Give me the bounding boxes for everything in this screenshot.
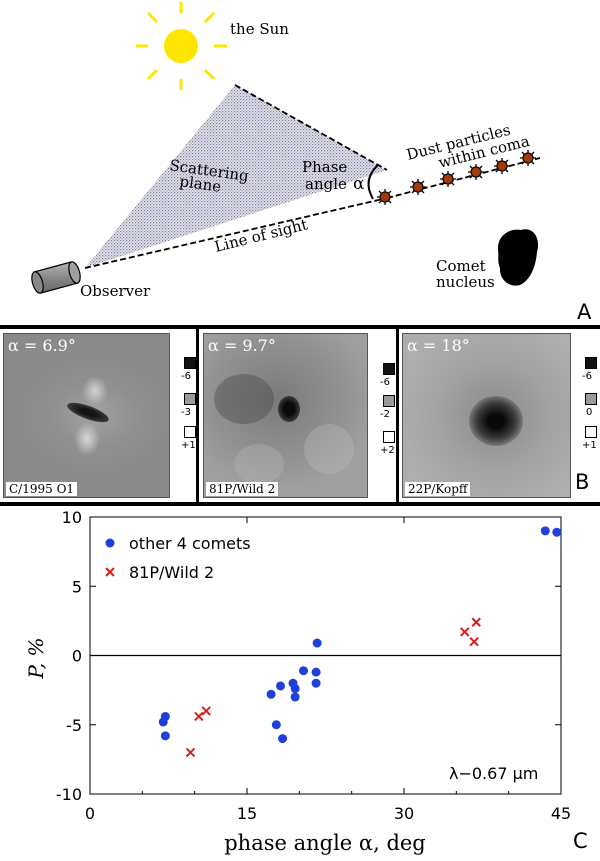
phase-angle-arc <box>367 164 379 200</box>
divider-b-2 <box>396 329 399 502</box>
scattering-label-2: plane <box>178 172 222 196</box>
scale-swatch-mid <box>184 393 196 405</box>
data-point-other-comets <box>311 667 321 677</box>
scale-swatch-light <box>383 431 395 443</box>
comet-name-label: C/1995 O1 <box>6 482 78 496</box>
panel-a-letter: A <box>577 300 592 324</box>
legend-marker-blue <box>105 538 115 548</box>
x-axis-label: phase angle α, deg <box>224 831 426 855</box>
scale-label: -6 <box>380 377 390 388</box>
scale-label: +1 <box>582 440 597 451</box>
observer-label: Observer <box>80 282 151 300</box>
y-tick-label: -5 <box>66 716 82 735</box>
observer-icon <box>31 261 81 294</box>
alpha-label: α = 9.7° <box>208 336 276 355</box>
data-point-other-comets <box>290 692 300 702</box>
scale-label: -6 <box>181 371 191 382</box>
texture-3 <box>234 444 284 484</box>
comet-image-22p: α = 18° 22P/Kopff <box>402 333 571 498</box>
panel-a-diagram: the Sun Scattering plane Phase angle α L… <box>31 2 592 324</box>
comet-name-label: 22P/Kopff <box>405 482 471 496</box>
comet-nucleus-shape <box>497 229 539 286</box>
wavelength-label: λ−0.67 μm <box>449 764 538 783</box>
dust-particles <box>377 150 536 205</box>
x-tick-label: 30 <box>394 804 414 823</box>
polarization-chart: 0 15 30 45 10 5 0 -5 -10 other 4 comets 81P/Wild… <box>24 508 588 855</box>
data-point-other-comets <box>160 711 170 721</box>
bright-lobe-bottom <box>74 422 100 456</box>
divider-b-1 <box>196 329 199 502</box>
nucleus-dot <box>278 396 300 422</box>
phase-label-2: angle <box>305 175 347 193</box>
data-point-other-comets <box>266 689 276 699</box>
scale-swatch-dark <box>585 357 597 369</box>
phase-label-1: Phase <box>302 158 347 176</box>
data-point-81p-wild2 <box>194 711 204 722</box>
data-point-other-comets <box>160 731 170 741</box>
scale-swatch-light <box>184 426 196 438</box>
data-point-81p-wild2 <box>185 747 196 758</box>
legend-marker-red <box>105 567 115 577</box>
y-tick-label: 10 <box>62 508 82 527</box>
texture-2 <box>304 424 354 474</box>
panel-c-letter: C <box>573 829 588 853</box>
bright-lobe-top <box>82 376 108 406</box>
alpha-label: α = 18° <box>407 336 470 355</box>
data-point-81p-wild2 <box>201 706 211 716</box>
comet-name-label: 81P/Wild 2 <box>206 482 279 496</box>
x-tick-label: 45 <box>551 804 571 823</box>
x-tick-label: 0 <box>85 804 95 823</box>
scale-swatch-light <box>585 426 597 438</box>
alpha-symbol: α <box>353 174 365 194</box>
coma-blob <box>469 396 523 446</box>
data-point-other-comets <box>299 666 309 676</box>
y-axis-label: P, % <box>24 637 48 679</box>
scale-label: +2 <box>380 445 395 456</box>
y-tick-label: 0 <box>72 647 82 666</box>
data-point-other-comets <box>271 720 281 730</box>
sun-label: the Sun <box>230 20 289 38</box>
scale-label: +1 <box>181 440 196 451</box>
scale-label: -6 <box>582 371 592 382</box>
data-point-other-comets <box>290 684 300 694</box>
data-point-81p-wild2 <box>471 617 481 627</box>
scale-label: -2 <box>380 409 390 420</box>
sun-icon <box>136 2 227 90</box>
scale-swatch-mid <box>383 395 395 407</box>
data-point-other-comets <box>311 678 321 688</box>
scale-label: 0 <box>586 407 593 418</box>
legend-label-red: 81P/Wild 2 <box>129 563 214 582</box>
divider-a-b <box>0 325 600 329</box>
y-tick-label: -10 <box>56 785 82 804</box>
scale-swatch-mid <box>585 393 597 405</box>
scale-swatch-dark <box>184 357 196 369</box>
panel-b-letter: B <box>575 470 590 494</box>
data-point-81p-wild2 <box>459 627 470 637</box>
x-tick-label: 15 <box>237 804 257 823</box>
data-point-other-comets <box>278 734 288 744</box>
scale-swatch-dark <box>383 363 395 375</box>
legend: other 4 comets 81P/Wild 2 <box>105 534 251 582</box>
data-point-81p-wild2 <box>469 636 479 647</box>
data-point-other-comets <box>540 526 550 536</box>
texture-1 <box>214 374 274 424</box>
divider-b-c <box>0 502 600 506</box>
comet-label-1: Comet <box>436 257 486 275</box>
comet-label-2: nucleus <box>436 273 495 291</box>
data-point-other-comets <box>552 527 562 537</box>
legend-label-blue: other 4 comets <box>129 534 251 553</box>
y-tick-label: 5 <box>72 577 82 596</box>
scale-label: -3 <box>181 407 191 418</box>
data-point-other-comets <box>275 681 285 691</box>
alpha-label: α = 6.9° <box>8 336 76 355</box>
scattering-plane <box>85 85 387 268</box>
comet-image-c1995o1: α = 6.9° C/1995 O1 <box>3 333 170 498</box>
data-point-other-comets <box>312 638 322 648</box>
comet-image-81p: α = 9.7° 81P/Wild 2 <box>203 333 368 498</box>
